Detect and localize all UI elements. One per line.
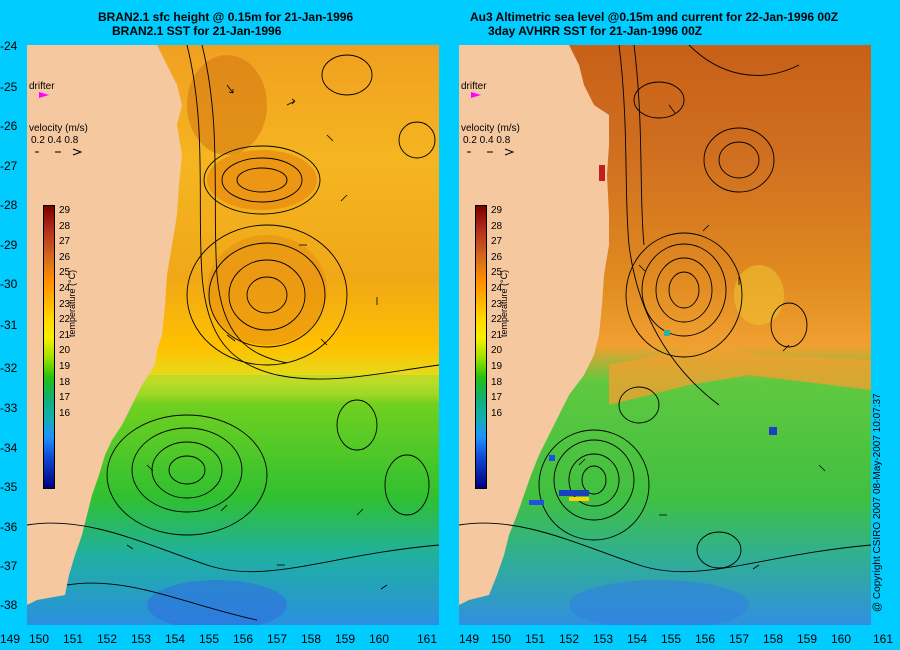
drifter-icon <box>39 92 49 98</box>
temperature-colorbar <box>475 205 487 489</box>
lat-label: -27 <box>0 159 18 173</box>
lat-label: -24 <box>0 39 18 53</box>
left-sst-map <box>27 45 439 625</box>
velocity-legend-arrows <box>35 148 83 156</box>
right-map-panel: drifter velocity (m/s) 0.2 0.4 0.8 29 28 2… <box>459 45 871 625</box>
lat-label: -26 <box>0 119 18 133</box>
cool-patch <box>147 580 287 625</box>
colorbar-ticks: 29 28 27 26 25 24 23 22 21 20 19 18 17 16 <box>59 205 71 419</box>
left-map-panel: drifter velocity (m/s) 0.2 0.4 0.8 29 28 2… <box>27 45 439 625</box>
drifter-icon <box>471 92 481 98</box>
lat-label: -35 <box>0 480 18 494</box>
lon-label: 155 <box>199 632 220 646</box>
left-title-line2: BRAN2.1 SST for 21-Jan-1996 <box>112 24 282 38</box>
lon-label: 151 <box>525 632 546 646</box>
lon-label: 152 <box>97 632 118 646</box>
lon-label: 157 <box>729 632 750 646</box>
velocity-legend-scale: 0.2 0.4 0.8 <box>463 135 511 146</box>
lon-label: 161 <box>417 632 438 646</box>
lat-label: -29 <box>0 238 18 252</box>
height-contours <box>27 45 439 621</box>
colorbar-ticks: 29 28 27 26 25 24 23 22 21 20 19 18 17 16 <box>491 205 503 419</box>
warm-eddy <box>207 150 317 210</box>
right-sst-map <box>459 45 871 625</box>
lon-label: 160 <box>369 632 390 646</box>
lon-label: 153 <box>593 632 614 646</box>
temperature-unit-label: temperature (°C) <box>499 269 509 337</box>
lat-label: -38 <box>0 598 18 612</box>
lon-label: 156 <box>695 632 716 646</box>
temperature-colorbar <box>43 205 55 489</box>
lon-label: 157 <box>267 632 288 646</box>
velocity-legend-label: velocity (m/s) <box>29 123 88 134</box>
lon-label: 155 <box>661 632 682 646</box>
hot-spot <box>599 165 605 181</box>
drifter-label: drifter <box>29 81 55 92</box>
lat-label: -32 <box>0 361 18 375</box>
warm-tongue <box>609 345 871 405</box>
lon-label: 150 <box>491 632 512 646</box>
cool-patch <box>569 580 749 625</box>
lat-label: -36 <box>0 520 18 534</box>
lon-label: 153 <box>131 632 152 646</box>
lon-label: 160 <box>831 632 852 646</box>
warm-eddy <box>187 55 267 155</box>
drifter-label: drifter <box>461 81 487 92</box>
lon-label: 151 <box>63 632 84 646</box>
velocity-legend-arrows <box>467 148 515 156</box>
lon-label: 150 <box>29 632 50 646</box>
coastline-land <box>27 45 182 605</box>
lon-label: 161 <box>873 632 894 646</box>
warm-eddy <box>734 265 784 325</box>
lon-label: 158 <box>763 632 784 646</box>
left-title-line1: BRAN2.1 sfc height @ 0.15m for 21-Jan-19… <box>98 10 354 24</box>
copyright-text: @ Copyright CSIRO 2007 08-May-2007 10:07… <box>872 393 883 612</box>
left-panel-title: BRAN2.1 sfc height @ 0.15m for 21-Jan-19… <box>98 10 353 38</box>
lon-label: 149 <box>0 632 21 646</box>
lat-label: -25 <box>0 80 18 94</box>
lat-label: -30 <box>0 277 18 291</box>
velocity-arrows <box>126 84 388 590</box>
lat-label: -33 <box>0 401 18 415</box>
coastline-land <box>459 45 609 605</box>
cloud-noise <box>529 330 777 505</box>
lat-label: -34 <box>0 441 18 455</box>
lat-label: -28 <box>0 198 18 212</box>
lat-label: -31 <box>0 318 18 332</box>
lon-label: 152 <box>559 632 580 646</box>
lat-label: -37 <box>0 559 18 573</box>
warm-eddy <box>207 235 327 345</box>
temperature-unit-label: temperature (°C) <box>67 269 77 337</box>
lon-label: 158 <box>301 632 322 646</box>
lon-label: 154 <box>627 632 648 646</box>
lon-label: 149 <box>459 632 480 646</box>
velocity-legend-label: velocity (m/s) <box>461 123 520 134</box>
lon-label: 156 <box>233 632 254 646</box>
lon-label: 159 <box>797 632 818 646</box>
right-title-line2: 3day AVHRR SST for 21-Jan-1996 00Z <box>488 24 703 38</box>
right-panel-title: Au3 Altimetric sea level @0.15m and curr… <box>470 10 838 38</box>
right-title-line1: Au3 Altimetric sea level @0.15m and curr… <box>470 10 839 24</box>
lon-label: 154 <box>165 632 186 646</box>
height-contours <box>459 45 871 573</box>
velocity-legend-scale: 0.2 0.4 0.8 <box>31 135 79 146</box>
lon-label: 159 <box>335 632 356 646</box>
velocity-arrows <box>578 104 826 570</box>
